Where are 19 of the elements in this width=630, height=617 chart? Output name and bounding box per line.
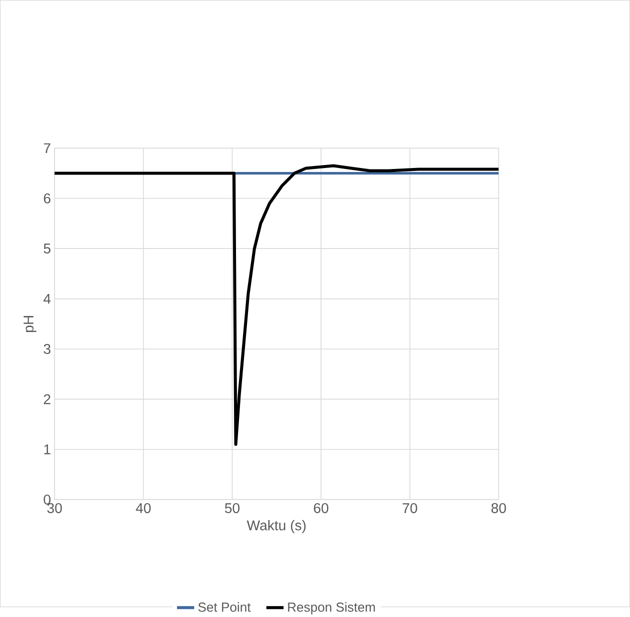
y-tick-label: 4 xyxy=(44,294,51,304)
x-tick-label: 80 xyxy=(491,503,506,514)
x-tick-label: 40 xyxy=(136,503,151,514)
line-series xyxy=(54,164,499,446)
x-tick-label: 30 xyxy=(47,503,62,514)
x-tick-label: 60 xyxy=(314,503,328,514)
legend-label: Respon Sistem xyxy=(288,602,375,614)
y-tick-label: 6 xyxy=(44,193,50,204)
y-tick-label: 3 xyxy=(44,344,50,354)
y-tick-label: 2 xyxy=(44,394,50,404)
y-tick-label: 1 xyxy=(44,444,50,454)
x-axis-title: Waktu (s) xyxy=(246,520,306,534)
x-tick-label: 50 xyxy=(224,503,240,514)
x-tick-label: 70 xyxy=(402,503,418,514)
y-tick-label: 7 xyxy=(44,143,50,153)
y-tick-label: 0 xyxy=(44,494,50,504)
legend-label: Set Point xyxy=(198,602,251,612)
y-tick-label: 5 xyxy=(44,244,50,254)
y-axis-title: pH xyxy=(24,316,36,332)
